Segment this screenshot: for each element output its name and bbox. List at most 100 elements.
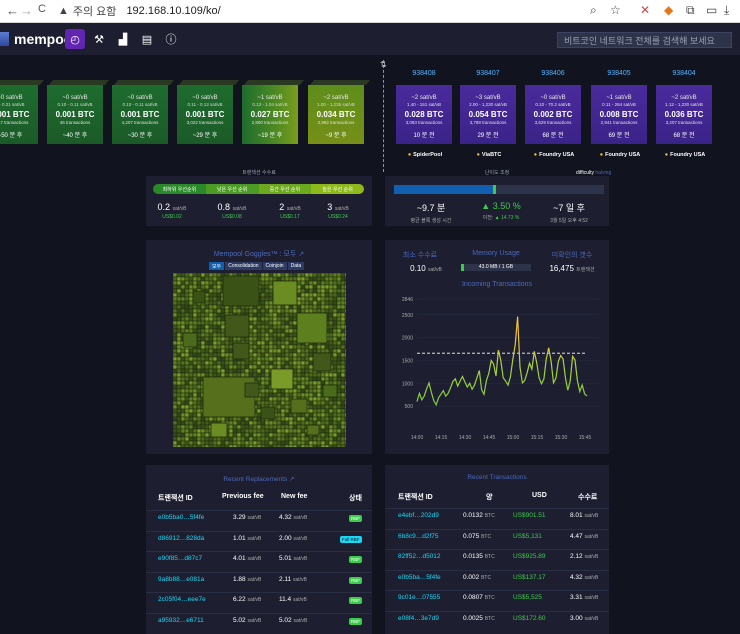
tx-cell[interactable] — [304, 273, 310, 278]
tx-cell[interactable] — [272, 388, 278, 394]
tx-cell[interactable] — [308, 368, 314, 374]
tx-cell[interactable] — [336, 432, 342, 438]
tx-cell[interactable] — [228, 348, 234, 354]
tx-cell[interactable] — [192, 416, 198, 422]
tx-cell[interactable] — [236, 372, 242, 378]
block-pool[interactable]: ● Foundry USA — [652, 152, 718, 158]
tx-cell[interactable] — [284, 360, 290, 366]
tx-cell[interactable] — [332, 344, 338, 350]
tx-cell[interactable] — [252, 332, 258, 338]
tx-cell[interactable] — [284, 408, 290, 414]
tx-cell[interactable] — [184, 440, 190, 446]
tx-cell[interactable] — [200, 424, 206, 430]
tx-cell[interactable] — [232, 436, 238, 442]
tx-cell[interactable] — [276, 308, 282, 314]
tx-cell[interactable] — [176, 424, 182, 430]
tx-cell[interactable] — [208, 284, 214, 290]
tx-cell[interactable] — [324, 348, 330, 354]
tx-cell[interactable] — [292, 420, 298, 426]
tx-cell[interactable] — [340, 368, 346, 374]
tx-cell[interactable] — [292, 372, 298, 378]
tx-cell[interactable] — [344, 380, 346, 386]
tx-cell[interactable] — [256, 436, 262, 442]
tx-cell[interactable] — [344, 376, 346, 382]
tx-cell[interactable] — [264, 376, 270, 382]
tx-cell[interactable] — [300, 352, 306, 358]
tx-cell[interactable] — [224, 308, 230, 314]
tx-cell[interactable] — [208, 273, 214, 278]
tx-cell[interactable] — [244, 432, 250, 438]
tx-cell[interactable] — [340, 292, 346, 298]
tx-cell[interactable] — [248, 308, 254, 314]
tx-cell[interactable] — [332, 380, 338, 386]
tx-cell[interactable] — [340, 404, 346, 410]
tx-cell[interactable] — [248, 364, 254, 370]
tx-cell[interactable] — [176, 336, 182, 342]
tx-cell[interactable] — [332, 316, 338, 322]
tx-cell[interactable] — [184, 296, 190, 302]
tx-cell[interactable] — [196, 340, 202, 346]
tx-cell[interactable] — [260, 304, 266, 310]
tx-cell[interactable] — [292, 316, 298, 322]
tx-cell[interactable] — [192, 368, 198, 374]
tx-cell[interactable] — [176, 408, 182, 414]
tx-cell[interactable] — [284, 308, 290, 314]
tx-cell[interactable] — [264, 344, 270, 350]
tx-cell[interactable] — [316, 444, 322, 447]
tx-cell[interactable] — [184, 388, 190, 394]
tx-cell[interactable] — [268, 304, 274, 310]
tx-cell[interactable] — [272, 444, 278, 447]
tx-cell[interactable] — [200, 276, 206, 282]
tx-cell[interactable] — [188, 404, 194, 410]
tx-cell[interactable] — [340, 320, 346, 326]
tx-cell[interactable] — [196, 324, 202, 330]
tx-cell[interactable] — [184, 384, 190, 390]
tx-cell[interactable] — [180, 324, 186, 330]
confirmed-block[interactable]: 938408 ~2 sat/vB 1.40 - 151 sat/vB 0.028 BT… — [396, 70, 452, 158]
tx-cell[interactable] — [204, 336, 210, 342]
tx-cell[interactable] — [320, 376, 326, 382]
tx-cell[interactable] — [256, 316, 262, 322]
tx-cell[interactable] — [264, 348, 270, 354]
tx-cell[interactable] — [304, 300, 310, 306]
tx-cell[interactable] — [308, 440, 314, 446]
tx-cell[interactable] — [252, 316, 258, 322]
tx-cell[interactable] — [192, 400, 198, 406]
tx-cell[interactable] — [336, 356, 342, 362]
tx-cell[interactable] — [344, 308, 346, 314]
tx-cell[interactable] — [180, 328, 186, 334]
tx-cell[interactable] — [332, 396, 338, 402]
tx-cell[interactable] — [212, 344, 218, 350]
tx-cell[interactable] — [320, 400, 326, 406]
tx-cell[interactable] — [188, 408, 194, 414]
tx-cell[interactable] — [188, 296, 194, 302]
tx-cell[interactable] — [284, 392, 290, 398]
table-row[interactable] — [385, 610, 609, 627]
tx-cell[interactable] — [284, 356, 290, 362]
tx-cell[interactable] — [276, 360, 282, 366]
tx-cell[interactable] — [256, 416, 262, 422]
tx-cell[interactable] — [332, 280, 338, 286]
tx-cell[interactable] — [292, 304, 298, 310]
tx-cell[interactable] — [320, 436, 326, 442]
tx-cell[interactable] — [176, 324, 182, 330]
tx-cell[interactable] — [216, 368, 222, 374]
tx-cell[interactable] — [212, 336, 218, 342]
tx-cell[interactable] — [300, 284, 306, 290]
tx-cell[interactable] — [272, 440, 278, 446]
tx-cell[interactable] — [316, 384, 322, 390]
tx-cell[interactable] — [336, 316, 342, 322]
tx-cell[interactable] — [340, 312, 346, 318]
tx-cell[interactable] — [308, 412, 314, 418]
table-row[interactable] — [146, 551, 372, 567]
extension-icon[interactable]: ✕ — [640, 3, 651, 17]
tx-cell[interactable] — [312, 384, 318, 390]
tx-cell[interactable] — [204, 420, 210, 426]
tx-cell[interactable] — [212, 368, 218, 374]
tx-cell[interactable] — [272, 432, 278, 438]
tx-cell[interactable] — [288, 428, 294, 434]
tx-cell[interactable] — [328, 428, 334, 434]
tx-cell[interactable] — [300, 376, 306, 382]
tx-cell[interactable] — [304, 348, 310, 354]
tx-cell[interactable] — [200, 440, 206, 446]
